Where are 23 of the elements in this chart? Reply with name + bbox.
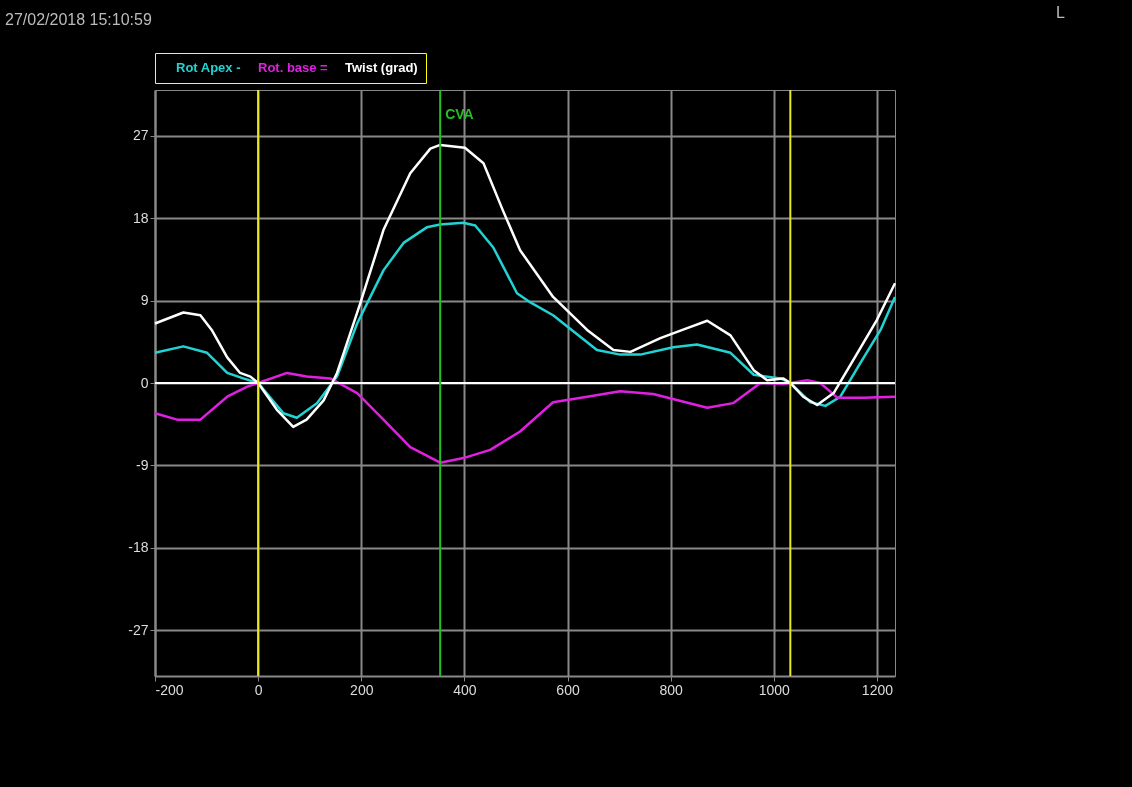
- x-tick-label: 600: [556, 681, 580, 698]
- x-tick-label: 1200: [861, 681, 894, 698]
- y-tick-label: 9: [140, 292, 149, 309]
- text: 27/02/2018 15:10:59: [5, 11, 152, 28]
- x-tick-label: 800: [659, 681, 684, 698]
- text: Rot. base =: [258, 59, 329, 75]
- y-tick-label: 18: [132, 209, 149, 226]
- text: L: [1056, 4, 1066, 21]
- x-tick-label: -200: [155, 681, 184, 698]
- text: Twist (grad): [345, 59, 418, 75]
- line-series: [153, 371, 897, 464]
- text: Rot Apex -: [176, 59, 241, 75]
- y-tick-label: 27: [132, 127, 149, 144]
- line-series: [153, 143, 897, 429]
- x-tick-label: 200: [350, 681, 374, 698]
- x-tick-label: 1000: [758, 681, 791, 698]
- y-tick-label: -9: [136, 456, 149, 473]
- x-tick-label: 0: [254, 681, 263, 698]
- x-tick-label: 400: [453, 681, 477, 698]
- y-tick-label: 0: [140, 374, 149, 391]
- y-tick-label: -27: [128, 621, 149, 638]
- line-series: [153, 221, 897, 420]
- y-tick-label: -18: [128, 539, 149, 556]
